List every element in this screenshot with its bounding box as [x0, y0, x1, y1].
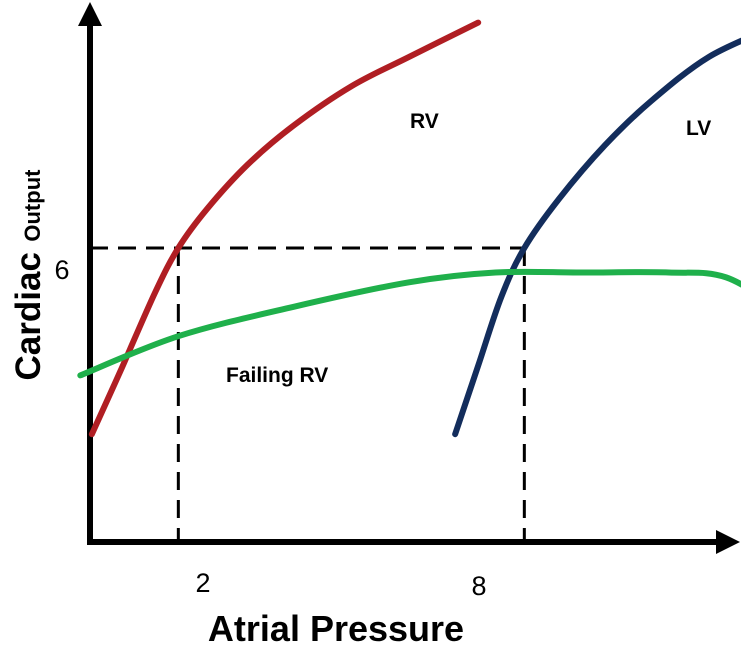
y-axis-title: Cardiac Output — [9, 169, 48, 381]
reference-lines — [90, 246, 526, 542]
series-line-rv — [88, 19, 482, 438]
series-label-failing-rv: Failing RV — [226, 364, 328, 387]
y-axis-title-sub: Output — [20, 169, 45, 242]
series-label-rv: RV — [410, 110, 439, 133]
y-tick-label-6: 6 — [54, 255, 69, 285]
series-label-lv: LV — [686, 117, 711, 140]
x-tick-label-8: 8 — [471, 571, 486, 601]
series-line-failing-rv — [77, 268, 741, 379]
y-axis-title-main: Cardiac — [9, 252, 48, 380]
x-axis-title: Atrial Pressure — [208, 608, 464, 645]
series-line-lv — [452, 37, 741, 438]
curves — [77, 19, 741, 438]
x-tick-label-2: 2 — [195, 568, 210, 598]
